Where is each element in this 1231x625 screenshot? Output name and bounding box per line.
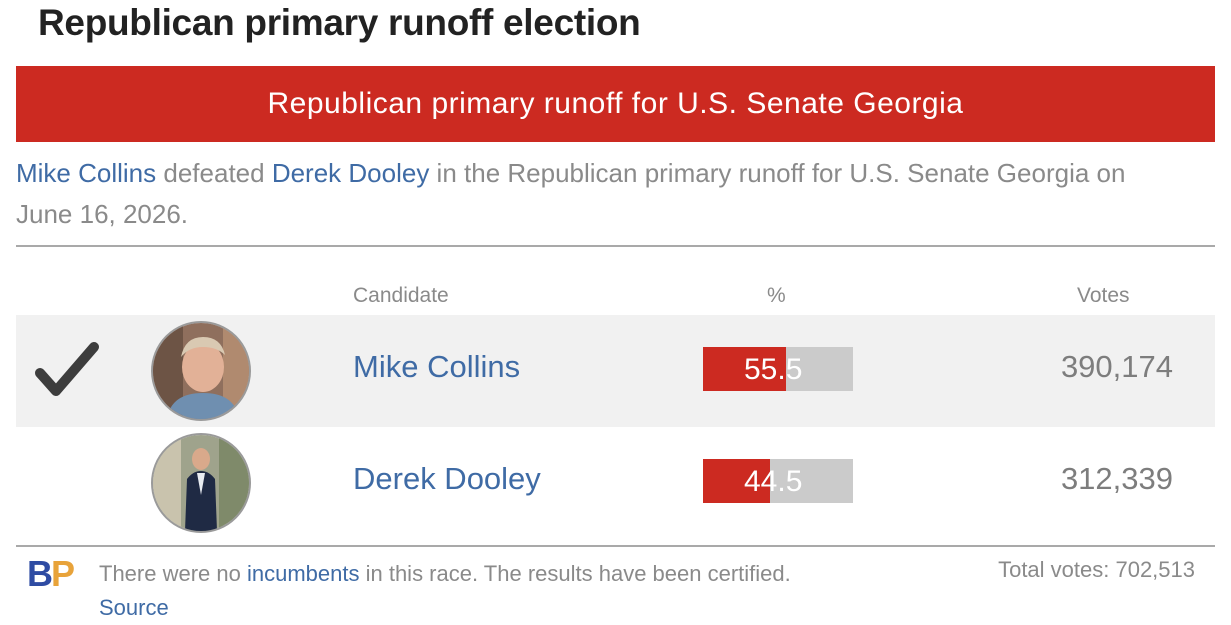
incumbents-link[interactable]: incumbents	[246, 561, 360, 586]
table-row: Derek Dooley 44.5 312,339	[16, 427, 1215, 539]
summary-rest: in the Republican primary runoff for U.S…	[16, 158, 1126, 229]
page-title: Republican primary runoff election	[38, 2, 641, 43]
percent-label: 44.5	[744, 465, 803, 498]
winner-link[interactable]: Mike Collins	[16, 158, 157, 188]
percent-label: 55.5	[744, 353, 803, 386]
ballotpedia-logo: BP	[27, 553, 75, 595]
summary-verb: defeated	[156, 158, 272, 188]
race-summary: Mike Collins defeated Derek Dooley in th…	[16, 153, 1166, 235]
footer-note: There were no incumbents in this race. T…	[99, 557, 859, 625]
divider-top	[16, 245, 1215, 247]
checkmark-icon	[34, 337, 100, 403]
header-percent: %	[767, 284, 786, 307]
header-votes: Votes	[1077, 284, 1130, 307]
candidate-photo-icon	[151, 433, 251, 533]
divider-bottom	[16, 545, 1215, 547]
percent-bar-fill	[703, 459, 770, 503]
note-mid: in this race. The results have been cert…	[359, 561, 791, 586]
race-banner: Republican primary runoff for U.S. Senat…	[16, 66, 1215, 142]
source-link[interactable]: Source	[99, 595, 169, 620]
logo-letter-b: B	[27, 553, 53, 594]
header-candidate: Candidate	[353, 284, 449, 307]
candidate-name[interactable]: Mike Collins	[353, 349, 521, 384]
percent-bar-fill	[703, 347, 787, 391]
percent-bar: 44.5	[703, 459, 853, 503]
candidate-photo-icon	[151, 321, 251, 421]
note-pre: There were no	[99, 561, 247, 586]
loser-link[interactable]: Derek Dooley	[271, 158, 430, 188]
candidate-name[interactable]: Derek Dooley	[353, 461, 541, 496]
table-row: Mike Collins 55.5 390,174	[16, 315, 1215, 427]
percent-bar: 55.5	[703, 347, 853, 391]
vote-count: 312,339	[1060, 461, 1173, 496]
logo-letter-p: P	[51, 553, 75, 594]
vote-count: 390,174	[1060, 349, 1173, 384]
total-votes: Total votes: 702,513	[998, 557, 1195, 582]
